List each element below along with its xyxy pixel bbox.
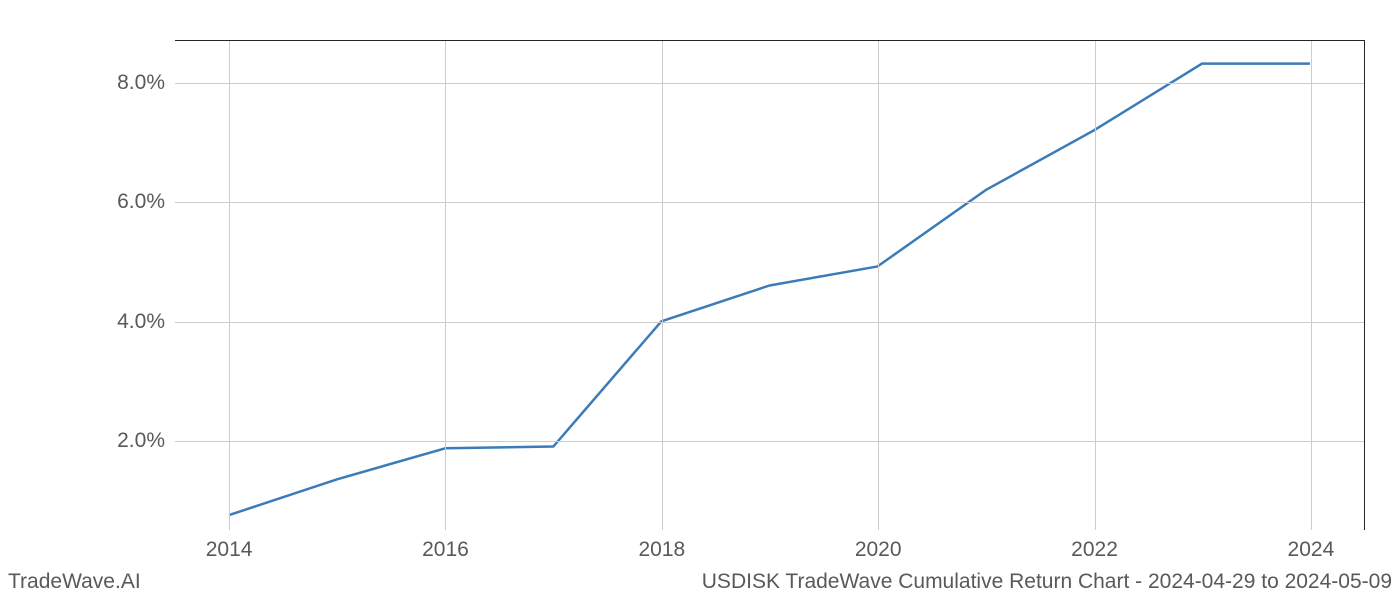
gridline-horizontal — [175, 322, 1364, 323]
x-axis-tick-label: 2014 — [206, 530, 253, 562]
line-series-svg — [175, 41, 1364, 530]
gridline-vertical — [878, 41, 879, 530]
gridline-horizontal — [175, 441, 1364, 442]
y-axis-tick-label: 6.0% — [117, 190, 175, 214]
gridline-vertical — [1095, 41, 1096, 530]
y-axis-tick-label: 8.0% — [117, 71, 175, 95]
line-series-cumulative_return — [229, 64, 1310, 515]
gridline-vertical — [662, 41, 663, 530]
x-axis-tick-label: 2024 — [1288, 530, 1335, 562]
x-axis-tick-label: 2016 — [422, 530, 469, 562]
footer-right-caption: USDISK TradeWave Cumulative Return Chart… — [702, 570, 1392, 594]
gridline-vertical — [229, 41, 230, 530]
footer-left-brand: TradeWave.AI — [8, 570, 141, 594]
x-axis-tick-label: 2020 — [855, 530, 902, 562]
x-axis-tick-label: 2018 — [638, 530, 685, 562]
y-axis-tick-label: 4.0% — [117, 310, 175, 334]
x-axis-tick-label: 2022 — [1071, 530, 1118, 562]
chart-container: 2.0%4.0%6.0%8.0%201420162018202020222024… — [0, 0, 1400, 600]
gridline-horizontal — [175, 83, 1364, 84]
y-axis-tick-label: 2.0% — [117, 429, 175, 453]
gridline-vertical — [445, 41, 446, 530]
gridline-vertical — [1311, 41, 1312, 530]
plot-area: 2.0%4.0%6.0%8.0%201420162018202020222024 — [175, 40, 1365, 530]
gridline-horizontal — [175, 202, 1364, 203]
